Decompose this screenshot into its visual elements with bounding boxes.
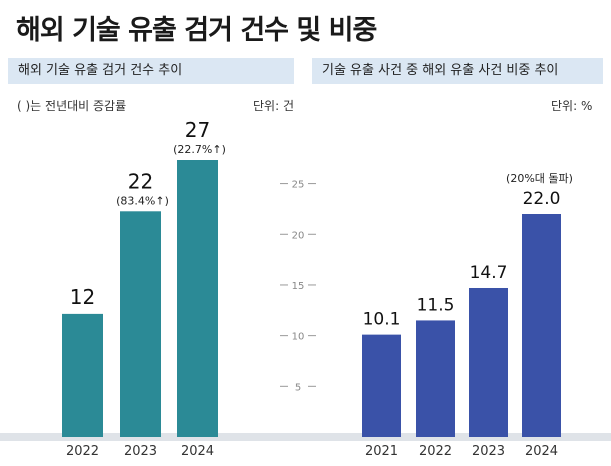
- bar-value-label-2023: 22: [128, 169, 153, 193]
- bar-value-label-2024: 27: [185, 118, 210, 142]
- bar-value-label-2024: 22.0: [523, 189, 561, 209]
- bar-annotation-2023: (83.4%↑): [116, 194, 169, 207]
- bar-value-label-2022: 11.5: [417, 295, 455, 315]
- bar-2023: [469, 287, 508, 437]
- x-tick-label-2023: 2023: [124, 444, 157, 459]
- bar-2024: [177, 160, 218, 437]
- x-tick-label-2024: 2024: [525, 444, 558, 459]
- bar-2022: [416, 320, 455, 437]
- y-tick-label-25: 25: [292, 180, 305, 191]
- right-panel-subtitle: 기술 유출 사건 중 해외 유출 사건 비중 추이: [312, 58, 603, 84]
- bar-value-label-2022: 12: [70, 285, 95, 309]
- left-unit-label: 단위: 건: [253, 99, 294, 113]
- bar-value-label-2021: 10.1: [363, 310, 401, 330]
- bar-value-label-2023: 14.7: [470, 263, 508, 283]
- y-tick-label-15: 15: [292, 281, 305, 292]
- y-tick-label-20: 20: [292, 230, 305, 241]
- x-tick-label-2023: 2023: [472, 444, 505, 459]
- page-title: 해외 기술 유출 검거 건수 및 비중: [16, 15, 377, 46]
- x-tick-label-2022: 2022: [66, 444, 99, 459]
- y-tick-label-10: 10: [292, 332, 305, 343]
- baseline-strip: [0, 433, 611, 441]
- left-panel-subtitle: 해외 기술 유출 검거 건수 추이: [8, 58, 294, 84]
- bar-annotation-2024: (22.7%↑): [173, 143, 226, 156]
- x-tick-label-2024: 2024: [181, 444, 214, 459]
- bar-2023: [120, 211, 161, 437]
- change-rate-note: ( )는 전년대비 증감률: [17, 99, 127, 113]
- bar-2021: [362, 334, 401, 437]
- bar-2022: [62, 313, 103, 437]
- right-unit-label: 단위: %: [551, 99, 593, 113]
- y-tick-label-5: 5: [295, 382, 301, 393]
- bar-2024: [522, 214, 561, 437]
- x-tick-label-2022: 2022: [419, 444, 452, 459]
- x-tick-label-2021: 2021: [365, 444, 398, 459]
- bar-annotation-2024: (20%대 돌파): [506, 172, 573, 185]
